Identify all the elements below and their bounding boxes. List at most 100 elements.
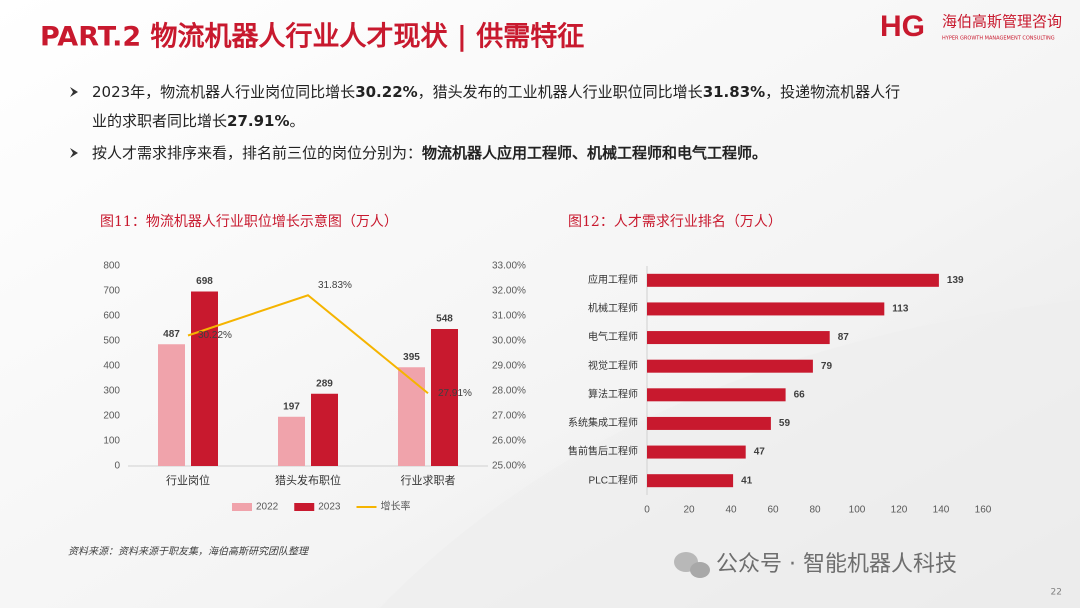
x-tick-label: 猎头发布职位 <box>275 473 341 487</box>
bar <box>647 416 771 430</box>
x-tick-label: 60 <box>767 505 779 516</box>
legend-label: 2022 <box>256 502 279 513</box>
x-tick-label: 100 <box>849 505 866 516</box>
value-label: 79 <box>821 361 833 372</box>
x-tick-label: 20 <box>683 505 695 516</box>
y-tick-label: 300 <box>103 386 120 397</box>
logo-name: 海伯高斯管理咨询 <box>942 13 1062 31</box>
x-tick-label: 行业求职者 <box>401 474 456 487</box>
x-tick-label: 80 <box>809 505 821 516</box>
y-tick-label: 算法工程师 <box>588 387 638 400</box>
bar <box>647 445 746 459</box>
value-label: 41 <box>741 475 753 486</box>
y2-tick-label: 26.00% <box>492 436 526 447</box>
page-number: 22 <box>1051 588 1062 598</box>
text-run: 2023年，物流机器人行业岗位同比增长 <box>92 83 355 101</box>
bar <box>191 291 218 466</box>
y-tick-label: PLC工程师 <box>589 473 638 486</box>
bar <box>647 302 885 316</box>
slide-title: PART.2 物流机器人行业人才现状 | 供需特征 <box>40 21 584 53</box>
x-tick-label: 160 <box>975 505 992 516</box>
y2-tick-label: 27.00% <box>492 411 526 422</box>
x-tick-label: 140 <box>933 505 950 516</box>
y-tick-label: 售前售后工程师 <box>568 445 638 458</box>
value-label: 395 <box>403 352 420 363</box>
text-run: 业的求职者同比增长 <box>92 112 227 130</box>
y2-tick-label: 29.00% <box>492 361 526 372</box>
bullet-text: 业的求职者同比增长27.91%。 <box>92 112 305 130</box>
bullet-marker <box>70 148 78 158</box>
y-tick-label: 100 <box>103 436 120 447</box>
text-run: ，猎头发布的工业机器人行业职位同比增长 <box>418 83 703 101</box>
y-tick-label: 视觉工程师 <box>588 359 638 372</box>
logo-tagline: HYPER GROWTH MANAGEMENT CONSULTING <box>942 36 1055 42</box>
text-run: 物流机器人应用工程师、机械工程师和电气工程师。 <box>422 144 767 162</box>
y2-tick-label: 33.00% <box>492 261 526 272</box>
text-run: 。 <box>290 112 305 130</box>
y-tick-label: 应用工程师 <box>588 273 638 286</box>
value-label: 47 <box>754 447 766 458</box>
bar <box>278 416 305 466</box>
y-tick-label: 800 <box>103 261 120 272</box>
legend-label: 2023 <box>318 502 341 513</box>
bar <box>431 329 458 466</box>
y-tick-label: 700 <box>103 286 120 297</box>
y-tick-label: 400 <box>103 361 120 372</box>
bar <box>647 388 786 402</box>
text-run: ，投递物流机器人行 <box>765 83 900 101</box>
x-tick-label: 120 <box>891 505 908 516</box>
line-value-label: 27.91% <box>438 388 472 399</box>
logo-mark: HG <box>880 10 925 43</box>
value-label: 139 <box>947 275 964 286</box>
value-label: 698 <box>196 276 213 287</box>
text-run: 按人才需求排序来看，排名前三位的岗位分别为： <box>92 144 422 162</box>
value-label: 66 <box>794 389 806 400</box>
y-tick-label: 机械工程师 <box>588 302 638 315</box>
bullet-text: 按人才需求排序来看，排名前三位的岗位分别为：物流机器人应用工程师、机械工程师和电… <box>92 144 767 162</box>
text-run: 31.83% <box>703 83 765 101</box>
bar <box>398 367 425 466</box>
line-value-label: 30.22% <box>198 330 232 341</box>
legend-swatch <box>232 503 252 511</box>
line-value-label: 31.83% <box>318 280 352 291</box>
chart-title: 图11：物流机器人行业职位增长示意图（万人） <box>100 213 398 230</box>
y-tick-label: 0 <box>114 461 120 472</box>
y-tick-label: 电气工程师 <box>588 330 638 343</box>
y-tick-label: 600 <box>103 311 120 322</box>
bullet-text: 2023年，物流机器人行业岗位同比增长30.22%，猎头发布的工业机器人行业职位… <box>92 83 900 101</box>
wechat-icon <box>674 552 710 578</box>
value-label: 113 <box>892 304 909 315</box>
legend-swatch <box>294 503 315 511</box>
x-tick-label: 40 <box>725 505 737 516</box>
line-series <box>187 294 429 395</box>
y2-tick-label: 30.00% <box>492 336 526 347</box>
value-label: 87 <box>838 332 850 343</box>
bullet-marker <box>70 87 78 97</box>
value-label: 487 <box>163 329 180 340</box>
legend-label: 增长率 <box>381 500 411 513</box>
text-run: 27.91% <box>227 112 289 130</box>
value-label: 59 <box>779 418 791 429</box>
value-label: 197 <box>283 401 300 412</box>
watermark: 公众号 · 智能机器人科技 <box>716 552 957 577</box>
value-label: 289 <box>316 378 333 389</box>
y2-tick-label: 28.00% <box>492 386 526 397</box>
bar <box>647 359 813 373</box>
value-label: 548 <box>436 314 453 325</box>
y-tick-label: 系统集成工程师 <box>568 416 638 429</box>
source-note: 资料来源：资料来源于职友集，海伯高斯研究团队整理 <box>68 546 310 558</box>
y2-tick-label: 31.00% <box>492 311 526 322</box>
text-run: 30.22% <box>355 83 417 101</box>
y-tick-label: 500 <box>103 336 120 347</box>
x-tick-label: 0 <box>644 505 650 516</box>
bar <box>311 393 338 466</box>
y2-tick-label: 32.00% <box>492 286 526 297</box>
y-tick-label: 200 <box>103 411 120 422</box>
bar <box>158 344 185 466</box>
bar <box>647 331 830 345</box>
y2-tick-label: 25.00% <box>492 461 526 472</box>
chart-title: 图12：人才需求行业排名（万人） <box>568 214 782 230</box>
x-tick-label: 行业岗位 <box>166 473 210 487</box>
